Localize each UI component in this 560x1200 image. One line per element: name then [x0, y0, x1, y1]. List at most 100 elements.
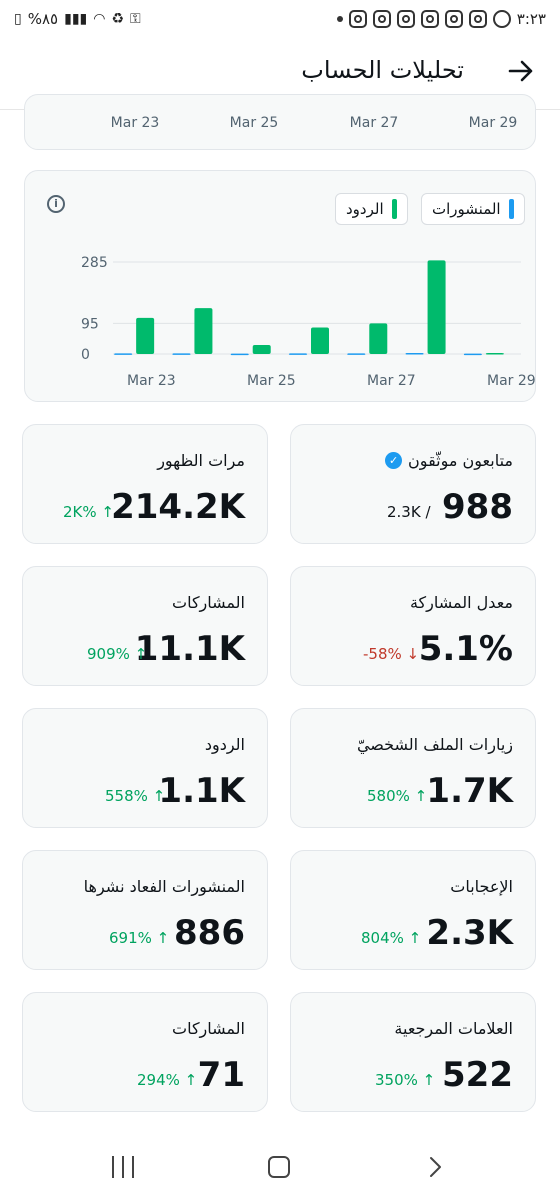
- stat-card-engagements[interactable]: المشاركات 11.1K 909% ↑: [22, 566, 268, 686]
- stat-change: 2K% ↑: [63, 503, 114, 521]
- y-tick-label: 0: [81, 347, 90, 363]
- stat-card-engagement-rate[interactable]: معدل المشاركة 5.1% -58% ↓: [290, 566, 536, 686]
- date-label: Mar 23: [110, 115, 160, 131]
- instagram-icon: [396, 10, 415, 28]
- bar-replies[interactable]: [252, 344, 271, 354]
- stat-change: 804% ↑: [361, 929, 422, 947]
- date-label: Mar 27: [349, 115, 399, 131]
- bar-replies[interactable]: [136, 317, 155, 354]
- stat-value: 522: [442, 1055, 513, 1095]
- signal-icon: ▮▮▮: [64, 11, 88, 27]
- stat-label: الردود: [204, 735, 245, 754]
- system-nav-bar: [0, 1140, 560, 1200]
- stat-change: 294% ↑: [137, 1071, 198, 1089]
- instagram-icon: [348, 10, 367, 28]
- replies-chart-card: 0 95 285 Mar 23 Mar 25 Mar 27 Mar 29 i المنشور…: [24, 170, 536, 402]
- stat-value: 1.1K: [158, 771, 245, 811]
- stat-label: الإعجابات: [450, 877, 513, 896]
- bar-posts[interactable]: [347, 353, 366, 355]
- legend-posts[interactable]: المنشورات: [421, 193, 525, 225]
- stat-value: 886: [174, 913, 245, 953]
- x-tick-label: Mar 23: [127, 373, 176, 389]
- sim-icon: ▯: [14, 11, 22, 27]
- verified-badge-icon: ✓: [385, 452, 403, 469]
- bar-replies[interactable]: [369, 323, 388, 354]
- bar-chart: 0 95 285 Mar 23 Mar 25 Mar 27 Mar 29: [81, 255, 536, 389]
- stat-label: المشاركات: [172, 1019, 245, 1038]
- bar-posts[interactable]: [405, 353, 424, 355]
- clock: ٣:٢٣: [516, 10, 546, 28]
- stat-value: 1.7K: [426, 771, 513, 811]
- stat-card-replies[interactable]: الردود 1.1K 558% ↑: [22, 708, 268, 828]
- bar-posts[interactable]: [463, 353, 482, 356]
- bar-replies[interactable]: [485, 353, 504, 355]
- stat-label: متابعون موثّقون ✓: [385, 451, 513, 470]
- stat-label: زيارات الملف الشخصيّ: [356, 735, 513, 754]
- stat-card-reposts[interactable]: المنشورات الفعاد نشرها 886 691% ↑: [22, 850, 268, 970]
- bar-replies[interactable]: [427, 260, 446, 354]
- x-tick-label: Mar 25: [247, 373, 296, 389]
- stat-value: 988: [442, 487, 513, 527]
- status-bar: ▯ %٨٥ ▮▮▮ ◠ ♻ ⚿ ٣:٢٣: [0, 0, 560, 40]
- bar-replies[interactable]: [311, 327, 329, 354]
- instagram-icon: [444, 10, 463, 28]
- stat-label-text: متابعون موثّقون: [408, 451, 513, 470]
- stat-sub: 2.3K /: [387, 503, 431, 521]
- legend-swatch: [508, 199, 514, 219]
- stat-change: 350% ↑: [375, 1071, 436, 1089]
- arrow-right-icon[interactable]: [506, 56, 536, 86]
- instagram-icon: [468, 10, 487, 28]
- instagram-icon: [372, 10, 391, 28]
- stat-label: مرات الظهور: [157, 451, 245, 470]
- bar-posts[interactable]: [230, 353, 249, 356]
- bar-posts[interactable]: [114, 353, 133, 355]
- stat-change: -58% ↓: [363, 645, 420, 663]
- stat-change: 580% ↑: [367, 787, 428, 805]
- notification-dot-icon: [336, 16, 343, 22]
- stat-label: معدل المشاركة: [409, 593, 513, 612]
- legend-label: المنشورات: [432, 200, 501, 218]
- battery-level: %٨٥: [27, 10, 59, 28]
- whatsapp-icon: [492, 10, 511, 28]
- stat-card-bookmarks[interactable]: العلامات المرجعية 522 350% ↑: [290, 992, 536, 1112]
- stat-card-shares[interactable]: المشاركات 71 294% ↑: [22, 992, 268, 1112]
- legend-swatch: [391, 199, 397, 219]
- info-icon[interactable]: i: [47, 195, 65, 213]
- stat-card-impressions[interactable]: مرات الظهور 214.2K 2K% ↑: [22, 424, 268, 544]
- stat-value: 5.1%: [418, 629, 513, 669]
- previous-chart-card: Mar 23 Mar 25 Mar 27 Mar 29: [24, 94, 536, 150]
- key-icon: ⚿: [130, 11, 141, 27]
- back-icon[interactable]: [424, 1156, 446, 1178]
- stat-card-profile-visits[interactable]: زيارات الملف الشخصيّ 1.7K 580% ↑: [290, 708, 536, 828]
- instagram-icon: [420, 10, 439, 28]
- y-tick-label: 95: [81, 316, 99, 332]
- stat-change: 558% ↑: [105, 787, 166, 805]
- stat-card-likes[interactable]: الإعجابات 2.3K 804% ↑: [290, 850, 536, 970]
- stat-label: المشاركات: [172, 593, 245, 612]
- y-tick-label: 285: [81, 255, 108, 271]
- page-title: تحليلات الحساب: [301, 56, 464, 84]
- status-right: ٣:٢٣: [336, 10, 546, 28]
- stat-value: 11.1K: [134, 629, 245, 669]
- date-label: Mar 25: [229, 115, 279, 131]
- stat-value: 71: [197, 1055, 245, 1095]
- bar-replies[interactable]: [194, 308, 213, 354]
- home-icon[interactable]: [268, 1156, 290, 1178]
- date-label: Mar 29: [468, 115, 518, 131]
- x-tick-label: Mar 29: [487, 373, 536, 389]
- bar-posts[interactable]: [172, 353, 191, 355]
- stat-card-verified-followers[interactable]: متابعون موثّقون ✓ 988 2.3K /: [290, 424, 536, 544]
- status-left: ▯ %٨٥ ▮▮▮ ◠ ♻ ⚿: [14, 10, 141, 28]
- stat-value: 214.2K: [111, 487, 245, 527]
- legend-label: الردود: [346, 200, 384, 218]
- stat-label: المنشورات الفعاد نشرها: [83, 877, 245, 896]
- recent-apps-icon[interactable]: [112, 1156, 134, 1178]
- legend-replies[interactable]: الردود: [335, 193, 408, 225]
- stat-label: العلامات المرجعية: [394, 1019, 513, 1038]
- bar-posts[interactable]: [289, 353, 307, 355]
- x-tick-label: Mar 27: [367, 373, 416, 389]
- stat-change: 691% ↑: [109, 929, 170, 947]
- stat-value: 2.3K: [426, 913, 513, 953]
- battery-saver-icon: ♻: [111, 11, 125, 27]
- stat-change: 909% ↑: [87, 645, 148, 663]
